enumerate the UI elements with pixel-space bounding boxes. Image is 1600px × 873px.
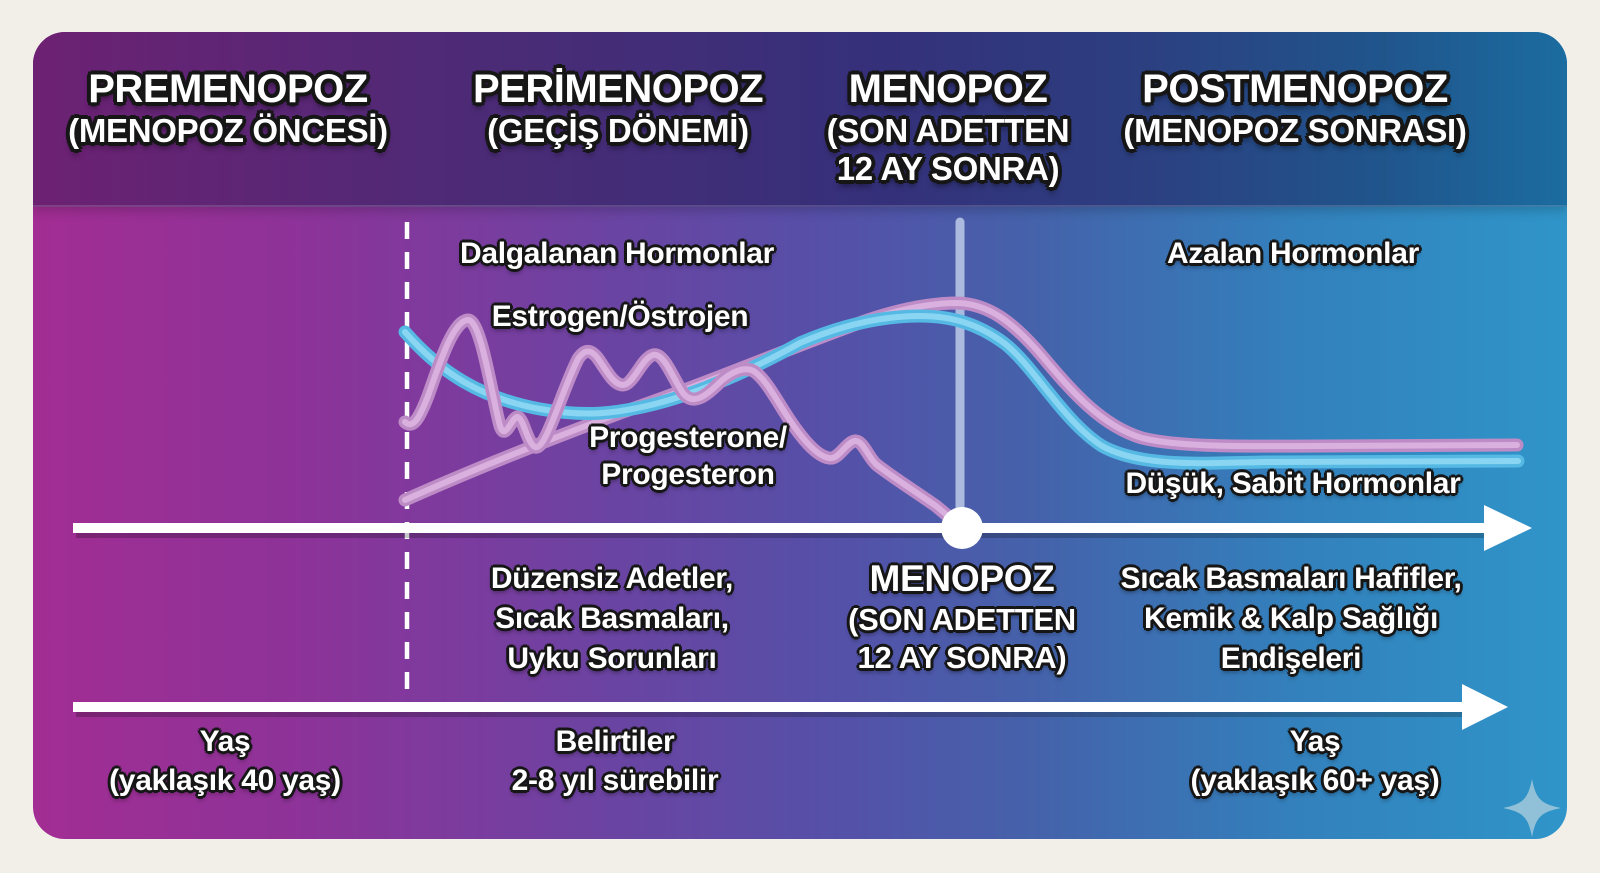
symptoms-duration-label: Belirtiler 2-8 yıl sürebilir	[512, 722, 719, 800]
postmenopause-symptom-line2: Kemik & Kalp Sağlığı	[1143, 602, 1439, 635]
stage-menopause-subtitle-line1: (SON ADETTEN	[826, 112, 1070, 149]
stage-postmenopause-subtitle: (MENOPOZ SONRASI)	[1123, 112, 1467, 149]
stage-perimenopause-title: PERİMENOPOZ	[472, 67, 764, 111]
fluctuating-hormones-label: Dalgalanan Hormonlar	[459, 237, 775, 270]
low-stable-hormones-label: Düşük, Sabit Hormonlar	[1125, 467, 1461, 500]
stage-menopause-header: MENOPOZ (SON ADETTEN 12 AY SONRA)	[827, 66, 1070, 188]
stage-perimenopause-subtitle: (GEÇİŞ DÖNEMİ)	[487, 112, 749, 149]
menopause-event-title: MENOPOZ	[869, 558, 1055, 599]
progesterone-label-line2: Progesteron	[601, 458, 775, 491]
stage-premenopause-subtitle: (MENOPOZ ÖNCESİ)	[68, 112, 388, 149]
perimenopause-symptoms: Düzensiz Adetler, Sıcak Basmaları, Uyku …	[491, 559, 733, 679]
age-left-line1: Yaş	[199, 725, 251, 758]
menopause-event-label: MENOPOZ (SON ADETTEN 12 AY SONRA)	[848, 557, 1076, 677]
perimenopause-symptom-line1: Düzensiz Adetler,	[490, 562, 734, 595]
age-left-label: Yaş (yaklaşık 40 yaş)	[109, 722, 341, 800]
stage-postmenopause-header: POSTMENOPOZ (MENOPOZ SONRASI)	[1123, 66, 1467, 150]
postmenopause-symptoms: Sıcak Basmaları Hafifler, Kemik & Kalp S…	[1120, 559, 1461, 679]
stage-premenopause-header: PREMENOPOZ (MENOPOZ ÖNCESİ)	[68, 66, 388, 150]
menopause-event-line1: (SON ADETTEN	[848, 602, 1076, 637]
postmenopause-symptom-line3: Endişeleri	[1220, 642, 1362, 675]
age-right-line2: (yaklaşık 60+ yaş)	[1190, 764, 1440, 797]
stage-menopause-subtitle-line2: 12 AY SONRA)	[836, 150, 1060, 187]
postmenopause-symptom-line1: Sıcak Basmaları Hafifler,	[1120, 562, 1462, 595]
stage-header-band	[33, 32, 1567, 207]
declining-hormones-label: Azalan Hormonlar	[1167, 237, 1419, 270]
perimenopause-symptom-line2: Sıcak Basmaları,	[495, 602, 729, 635]
estrogen-label: Estrogen/Östrojen	[491, 300, 749, 333]
progesterone-label-line1: Progesterone/	[589, 421, 787, 454]
age-right-line1: Yaş	[1289, 725, 1341, 758]
progesterone-label: Progesterone/ Progesteron	[589, 419, 787, 493]
age-right-label: Yaş (yaklaşık 60+ yaş)	[1191, 722, 1440, 800]
stage-premenopause-title: PREMENOPOZ	[88, 67, 368, 111]
stage-perimenopause-header: PERİMENOPOZ (GEÇİŞ DÖNEMİ)	[472, 66, 764, 150]
stage-menopause-title: MENOPOZ	[848, 67, 1048, 111]
symptoms-duration-line1: Belirtiler	[555, 725, 675, 758]
symptoms-duration-line2: 2-8 yıl sürebilir	[511, 764, 719, 797]
age-left-line2: (yaklaşık 40 yaş)	[109, 764, 341, 797]
stage-postmenopause-title: POSTMENOPOZ	[1142, 67, 1448, 111]
perimenopause-symptom-line3: Uyku Sorunları	[507, 642, 717, 675]
menopause-event-line2: 12 AY SONRA)	[857, 640, 1067, 675]
infographic-card	[33, 32, 1567, 839]
